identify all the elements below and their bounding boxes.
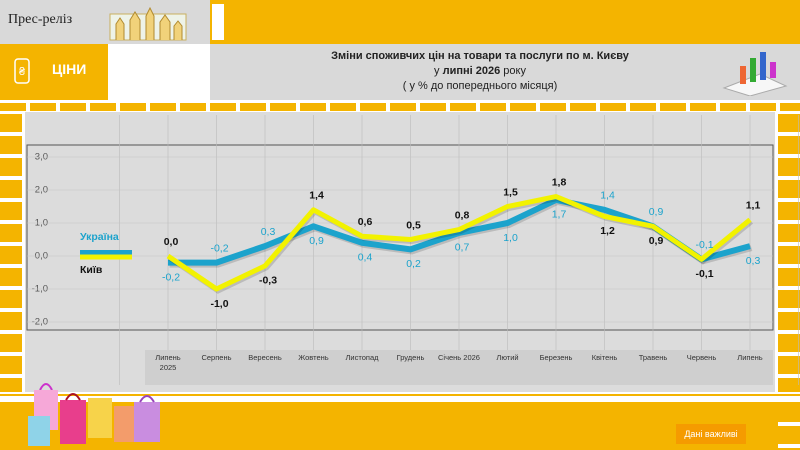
legend-label: Україна: [80, 231, 119, 243]
category-strip: [145, 350, 773, 385]
value-label: 1,7: [552, 209, 567, 221]
city-icon: [109, 6, 187, 41]
chart-note: ( у % до попереднього місяця): [402, 80, 558, 92]
x-tick-label: Січень 2026: [438, 353, 480, 362]
value-label: -1,0: [210, 298, 228, 310]
value-label: 0,9: [309, 235, 324, 247]
value-label: 1,2: [600, 225, 615, 237]
subtitle: липні 2026: [442, 65, 501, 77]
x-tick-label: Лютий: [496, 353, 519, 362]
badge: Прес-реліз: [8, 12, 73, 27]
x-tick-label: Грудень: [396, 353, 425, 362]
footer-button[interactable]: Дані важливі: [676, 424, 746, 444]
x-tick-label: Жовтень: [298, 353, 329, 362]
frame: [0, 103, 800, 111]
title-box: Зміни споживчих цін на товари та послуги…: [210, 44, 800, 100]
x-tick-label: Липень 2025: [155, 353, 181, 372]
plot-frame: [26, 144, 774, 331]
value-label: 0,5: [406, 219, 421, 231]
value-label: 0,2: [406, 258, 421, 270]
chart-panel: [25, 112, 775, 392]
x-tick-label: Травень: [638, 353, 668, 362]
value-label: 0,6: [358, 216, 373, 228]
value-label: 1,5: [503, 186, 518, 198]
x-tick-label: Серпень: [201, 353, 232, 362]
value-label: -0,1: [695, 239, 713, 251]
value-label: 1,8: [552, 176, 567, 188]
value-label: -0,1: [695, 268, 713, 280]
section-box: ₴ ЦІНИ: [0, 44, 108, 100]
x-tick-label: Липень: [737, 353, 763, 362]
x-tick-label: Вересень: [248, 353, 282, 362]
value-label: 1,4: [309, 190, 324, 202]
svg-text:₴: ₴: [19, 66, 26, 78]
chart-icon: [722, 52, 788, 96]
chart-title: Зміни споживчих цін на товари та послуги…: [331, 50, 629, 62]
legend-label: Київ: [80, 264, 103, 276]
bags: [28, 383, 160, 446]
value-label: -0,3: [259, 275, 277, 287]
x-tick-label: Листопад: [345, 353, 379, 362]
x-tick-label: Квітень: [591, 353, 618, 362]
footer-band: Дані важливі: [0, 383, 800, 450]
x-tick-label: Червень: [686, 353, 717, 362]
subtitle: у: [434, 65, 440, 77]
currency-icon: ₴: [14, 58, 30, 84]
frame: [0, 114, 22, 392]
value-label: 0,3: [746, 255, 761, 267]
value-label: 1,4: [600, 190, 615, 202]
subtitle: року: [503, 65, 526, 77]
value-label: 0,8: [455, 209, 470, 221]
data-line: [166, 194, 752, 292]
value-label: 0,9: [649, 235, 664, 247]
badge-box: Прес-реліз: [0, 0, 210, 44]
header-band: [210, 0, 800, 44]
value-label: 0,3: [261, 226, 276, 238]
value-label: 0,9: [649, 206, 664, 218]
value-label: 1,0: [503, 232, 518, 244]
value-label: 0,7: [455, 242, 470, 254]
section-title: ЦІНИ: [52, 61, 87, 77]
x-tick-label: Березень: [539, 353, 573, 362]
value-label: 1,1: [746, 199, 761, 211]
frame: [778, 114, 800, 392]
value-label: 0,4: [358, 252, 373, 264]
value-label: 0,0: [164, 236, 179, 248]
value-label: -0,2: [210, 242, 228, 254]
value-label: -0,2: [162, 271, 180, 283]
